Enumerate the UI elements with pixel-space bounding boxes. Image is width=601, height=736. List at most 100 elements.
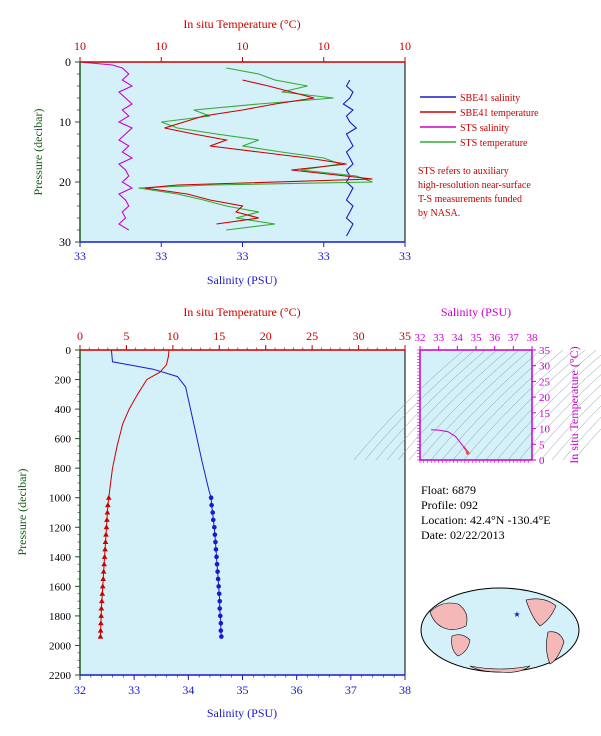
profile-temp-tick-label: 25 [306,329,318,343]
ts-series-group [431,429,471,455]
profile-ticks-group: 0 5 10 15 20 25 30 35 32 33 34 35 36 37 38 0 200 400 600 80… [49,329,411,697]
top-pressure-tick-label: 10 [59,115,71,129]
float-info: Float: 6879 Profile: 092 Location: 42.4°… [421,483,551,542]
profile-temp-tick-label: 35 [399,329,411,343]
density-contour [430,349,542,461]
profile-sal-tick-label: 34 [182,683,194,697]
density-contour [485,349,597,461]
temperature-point [100,575,107,581]
ts-temp-tick-label: 5 [539,439,545,451]
profile-series-line-0 [110,349,212,498]
ts-temp-tick-label: 25 [539,376,551,388]
ts-deep-cluster [463,445,471,455]
salinity-point [217,613,223,619]
map-land-antarctica [469,665,531,673]
ts-diagram: 32 33 34 35 36 37 38 0 5 10 15 20 25 30 35 Salinity (P… [353,305,601,467]
top-sal-tick-label: 33 [155,249,167,263]
ts-temp-tick-label: 20 [539,392,551,404]
density-contour [496,354,601,461]
density-contour [375,349,487,461]
salinity-point [210,517,216,523]
density-contour [441,349,553,461]
temperature-point [98,612,104,618]
profile-sal-tick-label: 38 [399,683,411,697]
profile-sal-tick-label: 35 [237,683,249,697]
profile-pressure-tick-label: 1400 [49,552,72,564]
profile-pressure-tick-label: 200 [55,375,72,387]
ts-sal-tick-label: 35 [471,332,483,344]
ts-temp-tick-label: 0 [539,455,545,467]
top-temperature-axis-label: In situ Temperature (°C) [183,17,300,31]
temperature-point [104,516,110,522]
ts-temp-tick-label: 35 [539,345,551,357]
profile-temperature-axis-label: In situ Temperature (°C) [183,305,300,319]
density-contour [562,416,601,461]
top-series-group [79,61,373,237]
profile-pressure-tick-label: 1800 [49,611,72,623]
ts-sal-tick-label: 32 [415,332,426,344]
temperature-point [101,561,107,567]
world-map: ★ [420,587,580,673]
temperature-point [104,509,111,515]
density-contour [507,364,601,461]
density-contour [573,428,601,461]
profile-pressure-tick-label: 800 [55,463,72,475]
density-contour [518,374,601,461]
profile-plot-area [80,350,405,675]
profile-temp-tick-label: 30 [353,329,365,343]
temperature-point [103,524,110,530]
salinity-point [209,502,214,508]
salinity-point [213,547,219,552]
legend: SBE41 salinity SBE41 temperature STS sal… [418,93,539,219]
top-temp-tick-label: 10 [74,39,86,53]
map-land-asia [429,602,468,630]
temperature-point [97,633,104,639]
temperature-point [101,553,108,559]
top-series-line-0 [342,79,358,237]
top-salinity-axis-label: Salinity (PSU) [207,273,277,287]
top-temp-tick-label: 10 [399,39,411,53]
temperature-point [99,583,106,589]
top-pressure-tick-label: 0 [65,55,71,69]
profile-pressure-tick-label: 600 [55,434,72,446]
top-pressure-tick-label: 20 [59,175,71,189]
ts-sal-tick-label: 33 [433,332,445,344]
temperature-point [98,605,105,611]
float-id: Float: 6879 [421,483,476,497]
ts-temp-tick-label: 10 [539,424,551,436]
ts-temp-tick-label: 30 [539,361,551,373]
density-contour [364,349,476,461]
profile-chart: 0 5 10 15 20 25 30 35 32 33 34 35 36 37 38 0 200 400 600 80… [15,305,411,720]
ts-sal-tick-label: 34 [452,332,464,344]
top-sal-tick-label: 33 [237,249,249,263]
temperature-point [103,531,109,537]
profile-pressure-tick-label: 1000 [49,493,72,505]
legend-label-sts-salinity: STS salinity [460,123,509,134]
profile-pressure-tick-label: 0 [66,345,72,357]
temperature-point [97,627,104,633]
ts-ticks-group: 32 33 34 35 36 37 38 0 5 10 15 20 25 30 35 [415,332,551,467]
top-sal-tick-label: 33 [399,249,411,263]
profile-date: Date: 02/22/2013 [421,528,505,542]
top-series-line-1 [79,61,134,231]
profile-temp-tick-label: 10 [167,329,179,343]
salinity-point [212,532,218,537]
top-temp-tick-label: 10 [155,39,167,53]
profile-number: Profile: 092 [421,498,478,512]
density-contour [353,349,465,461]
salinity-point [216,584,221,589]
profile-pressure-tick-label: 2000 [49,640,72,652]
profile-series-group [97,349,224,639]
map-land-australia [451,634,471,657]
temperature-point [99,590,106,596]
salinity-point [215,576,221,582]
top-temp-tick-label: 10 [318,39,330,53]
profile-pressure-tick-label: 400 [55,404,72,416]
float-location: Location: 42.4°N -130.4°E [421,513,551,527]
profile-pressure-axis-label: Pressure (decibar) [15,469,29,556]
map-land-north-america [525,598,557,627]
ts-sal-tick-label: 38 [527,332,539,344]
salinity-point [217,598,223,604]
